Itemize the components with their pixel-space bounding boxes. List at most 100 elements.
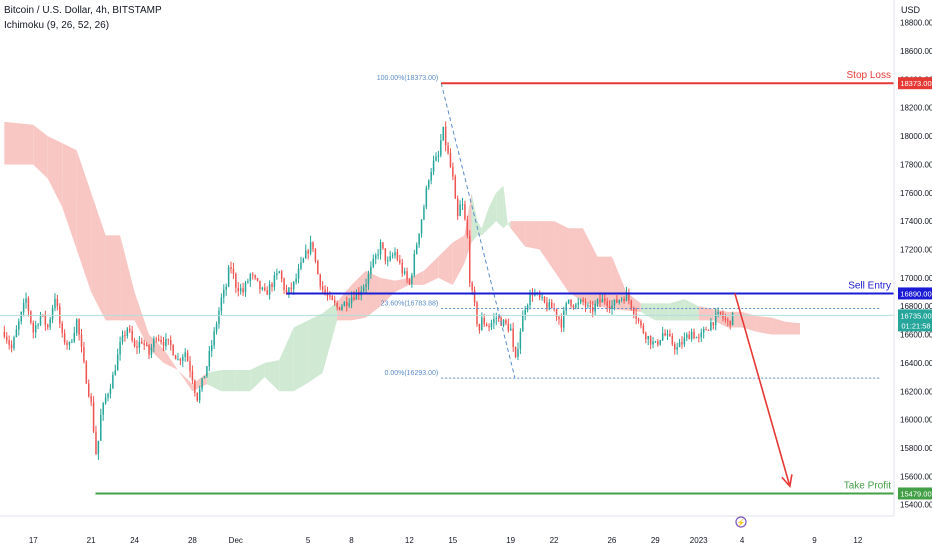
- candles: [3, 121, 734, 460]
- candle-body: [237, 287, 240, 292]
- candle-body: [724, 317, 727, 320]
- candle-body: [541, 296, 543, 298]
- candle-body: [671, 336, 674, 345]
- candle-body: [526, 305, 529, 310]
- candle-body: [63, 333, 66, 343]
- candle-body: [440, 140, 442, 156]
- candle-body: [411, 274, 413, 284]
- price-tick-label: 16000.00: [900, 416, 932, 425]
- candle-body: [324, 289, 326, 293]
- candle-body: [396, 252, 399, 260]
- time-tick-label: 8: [349, 536, 354, 545]
- candle-body: [68, 342, 71, 345]
- candle-body: [280, 271, 283, 279]
- candle-body: [529, 293, 531, 306]
- candle-body: [435, 156, 437, 161]
- candle-body: [295, 278, 297, 282]
- candle-body: [698, 337, 700, 339]
- candle-body: [18, 321, 20, 330]
- candle-body: [664, 333, 666, 336]
- candle-body: [353, 297, 355, 300]
- candle-body: [203, 376, 206, 379]
- cloud-segment: [250, 362, 265, 392]
- candle-body: [128, 328, 131, 331]
- candle-body: [673, 344, 676, 350]
- candle-body: [640, 321, 642, 326]
- candle-body: [165, 338, 167, 346]
- cloud-segment: [47, 136, 63, 207]
- candle-body: [92, 401, 95, 432]
- candle-body: [223, 289, 225, 298]
- cloud-segment: [742, 311, 757, 332]
- level-name-label: Take Profit: [844, 480, 891, 491]
- candle-body: [102, 403, 104, 415]
- candle-body: [488, 326, 490, 328]
- candle-body: [49, 319, 51, 328]
- candle-body: [191, 371, 194, 381]
- candle-body: [213, 331, 215, 346]
- candle-body: [555, 308, 558, 317]
- candle-body: [124, 335, 126, 337]
- candle-body: [717, 312, 719, 314]
- candle-body: [25, 298, 27, 303]
- cloud-segment: [293, 320, 309, 392]
- candle-body: [661, 333, 664, 341]
- candle-body: [215, 324, 218, 332]
- price-tick-label: 18000.00: [900, 132, 932, 141]
- candle-body: [305, 250, 307, 259]
- candle-body: [678, 342, 681, 348]
- level-price-tag: [898, 77, 932, 90]
- candle-body: [355, 291, 358, 300]
- cloud-segment: [503, 185, 508, 229]
- cloud-segment: [477, 221, 482, 236]
- candle-body: [174, 355, 177, 360]
- fib-level-label: 100.00%(18373.00): [377, 75, 439, 82]
- cloud-segment: [539, 221, 555, 271]
- cloud-segment: [756, 316, 772, 335]
- cloud-segment: [471, 192, 478, 243]
- candle-body: [201, 378, 203, 390]
- candle-body: [681, 342, 683, 345]
- candle-body: [524, 309, 526, 316]
- candle-body: [80, 334, 83, 347]
- candle-body: [90, 396, 92, 402]
- candle-body: [512, 328, 514, 347]
- cloud-segment: [640, 303, 656, 321]
- candle-body: [220, 297, 223, 311]
- candle-body: [131, 330, 133, 341]
- candle-body: [114, 370, 117, 375]
- cloud-segment: [597, 256, 612, 310]
- candle-body: [403, 271, 406, 274]
- cloud-segment: [76, 150, 92, 293]
- candle-body: [276, 273, 278, 276]
- cloud-segment: [134, 292, 149, 349]
- candle-body: [121, 335, 124, 343]
- cloud-segment: [279, 327, 294, 392]
- price-tick-label: 15400.00: [900, 501, 932, 510]
- candle-body: [319, 274, 321, 287]
- candle-body: [362, 287, 365, 292]
- candle-body: [73, 333, 76, 342]
- candle-body: [695, 337, 698, 339]
- candle-body: [466, 219, 469, 236]
- candle-body: [719, 312, 722, 314]
- candle-body: [618, 299, 621, 303]
- candle-body: [39, 314, 42, 325]
- candle-body: [693, 331, 695, 339]
- candle-body: [97, 440, 100, 455]
- cloud-segment: [206, 369, 222, 392]
- candle-body: [37, 324, 39, 326]
- fib-level-label: 23.60%(16783.88): [381, 300, 439, 307]
- cloud-segment: [221, 369, 236, 392]
- candle-body: [331, 296, 334, 300]
- candle-body: [705, 329, 707, 331]
- current-price-tag: [898, 309, 932, 332]
- candle-body: [10, 344, 13, 349]
- candle-body: [367, 274, 370, 285]
- candle-body: [20, 312, 22, 322]
- time-tick-label: 15: [448, 536, 457, 545]
- candle-body: [485, 324, 488, 327]
- cloud-segment: [33, 124, 48, 179]
- candle-body: [543, 296, 546, 303]
